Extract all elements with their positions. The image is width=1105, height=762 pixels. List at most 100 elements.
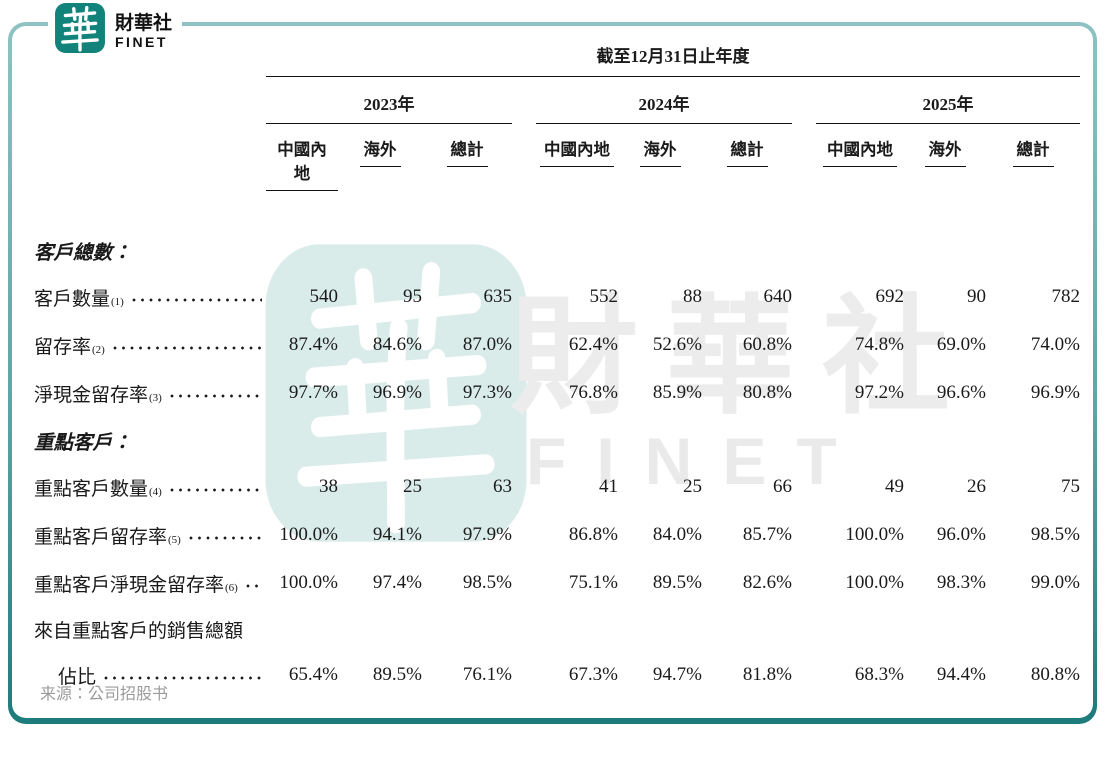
dot-leader (169, 381, 262, 401)
dot-leader (169, 475, 262, 495)
table-row-sales-from-key-customers-label: 來自重點客戶的銷售總額 (22, 607, 1081, 651)
cell: 76.8% (568, 382, 618, 403)
table-row-key-customer-count: 重點客戶數量 (4) 38 25 63 41 25 66 49 26 75 (22, 463, 1081, 511)
period-header: 截至12月31日止年度 (266, 42, 1080, 77)
dot-leader (104, 663, 262, 683)
cell: 96.0% (936, 524, 986, 545)
cell: 99.0% (1030, 572, 1080, 593)
row-label: 淨現金留存率 (3) (22, 380, 266, 407)
year-header-2023: 2023年 (266, 90, 512, 124)
cell: 94.1% (372, 524, 422, 545)
logo-en-text: FINET (115, 34, 168, 50)
table-row-retention-rate: 留存率 (2) 87.4% 84.6% 87.0% 62.4% 52.6% 60.… (22, 321, 1081, 369)
col-header-mainland-2024: 中國內地 (536, 136, 618, 191)
row-label: 重點客戶留存率 (5) (22, 522, 266, 549)
dot-leader (131, 285, 262, 305)
col-header-mainland-2023: 中國內地 (266, 136, 338, 191)
cell: 87.4% (288, 334, 338, 355)
cell: 66 (773, 476, 792, 497)
cell: 52.6% (652, 334, 702, 355)
cell: 782 (1051, 286, 1081, 307)
year-header-2025: 2025年 (816, 90, 1080, 124)
table-row-key-customer-retention: 重點客戶留存率 (5) 100.0% 94.1% 97.9% 86.8% 84.0… (22, 511, 1081, 559)
cell: 89.5% (372, 664, 422, 685)
cell: 49 (885, 476, 904, 497)
cell: 100.0% (845, 572, 904, 593)
section-title: 重點客戶： (34, 432, 132, 454)
cell: 26 (967, 476, 986, 497)
section-title: 客戶總數： (34, 242, 132, 264)
dot-leader (245, 571, 262, 591)
cell: 85.7% (742, 524, 792, 545)
cell: 95 (403, 286, 422, 307)
section-header-total-customers: 客戶總數： (22, 227, 1081, 273)
cell: 96.9% (1030, 382, 1080, 403)
cell: 94.7% (652, 664, 702, 685)
cell: 87.0% (462, 334, 512, 355)
section-header-key-customers: 重點客戶： (22, 417, 1081, 463)
cell: 75.1% (568, 572, 618, 593)
row-label: 客戶數量 (1) (22, 284, 266, 311)
cell: 100.0% (279, 572, 338, 593)
year-header-2024: 2024年 (536, 90, 792, 124)
table-row-net-cash-retention: 淨現金留存率 (3) 97.7% 96.9% 97.3% 76.8% 85.9% … (22, 369, 1081, 417)
cell: 60.8% (742, 334, 792, 355)
col-header-mainland-2025: 中國內地 (816, 136, 904, 191)
cell: 75 (1061, 476, 1080, 497)
cell: 98.5% (462, 572, 512, 593)
cell: 635 (483, 286, 513, 307)
cell: 82.6% (742, 572, 792, 593)
table-column-header-row: 中國內地 海外 總計 中國內地 海外 總計 中國內地 海外 總計 (22, 136, 1081, 191)
cell: 540 (309, 286, 339, 307)
dot-leader (188, 523, 262, 543)
col-header-total-2023: 總計 (422, 136, 512, 191)
cell: 96.9% (372, 382, 422, 403)
cell: 88 (683, 286, 702, 307)
content-frame: 財華社 FINET 截至12月31日止年度 2023年 2024年 2025年 … (8, 22, 1097, 724)
cell: 84.6% (372, 334, 422, 355)
cell: 85.9% (652, 382, 702, 403)
cell: 90 (967, 286, 986, 307)
cell: 25 (403, 476, 422, 497)
cell: 80.8% (1030, 664, 1080, 685)
row-label: 重點客戶淨現金留存率 (6) (22, 570, 266, 597)
cell: 97.9% (462, 524, 512, 545)
cell: 97.7% (288, 382, 338, 403)
cell: 97.4% (372, 572, 422, 593)
row-label: 重點客戶數量 (4) (22, 474, 266, 501)
cell: 100.0% (845, 524, 904, 545)
cell: 97.3% (462, 382, 512, 403)
cell: 552 (589, 286, 619, 307)
table-row-sales-share: 佔比 65.4% 89.5% 76.1% 67.3% 94.7% 81.8% 6… (22, 651, 1081, 699)
cell: 67.3% (568, 664, 618, 685)
finet-logo-text: 財華社 FINET (115, 13, 173, 51)
cell: 100.0% (279, 524, 338, 545)
cell: 98.3% (936, 572, 986, 593)
cell: 69.0% (936, 334, 986, 355)
cell: 38 (319, 476, 338, 497)
logo-cn-text: 財華社 (115, 13, 173, 34)
cell: 89.5% (652, 572, 702, 593)
dot-leader (112, 333, 262, 353)
col-header-overseas-2024: 海外 (618, 136, 702, 191)
cell: 80.8% (742, 382, 792, 403)
cell: 63 (493, 476, 512, 497)
cell: 74.8% (854, 334, 904, 355)
cell: 74.0% (1030, 334, 1080, 355)
row-label: 佔比 (22, 662, 266, 689)
col-header-overseas-2023: 海外 (338, 136, 422, 191)
cell: 62.4% (568, 334, 618, 355)
cell: 76.1% (462, 664, 512, 685)
col-header-total-2025: 總計 (986, 136, 1080, 191)
cell: 98.5% (1030, 524, 1080, 545)
col-header-total-2024: 總計 (702, 136, 792, 191)
cell: 65.4% (288, 664, 338, 685)
cell: 97.2% (854, 382, 904, 403)
cell: 41 (599, 476, 618, 497)
col-header-overseas-2025: 海外 (904, 136, 986, 191)
row-label: 來自重點客戶的銷售總額 (34, 620, 244, 642)
finet-logo-icon (55, 3, 105, 53)
finet-logo: 財華社 FINET (48, 0, 183, 58)
cell: 94.4% (936, 664, 986, 685)
